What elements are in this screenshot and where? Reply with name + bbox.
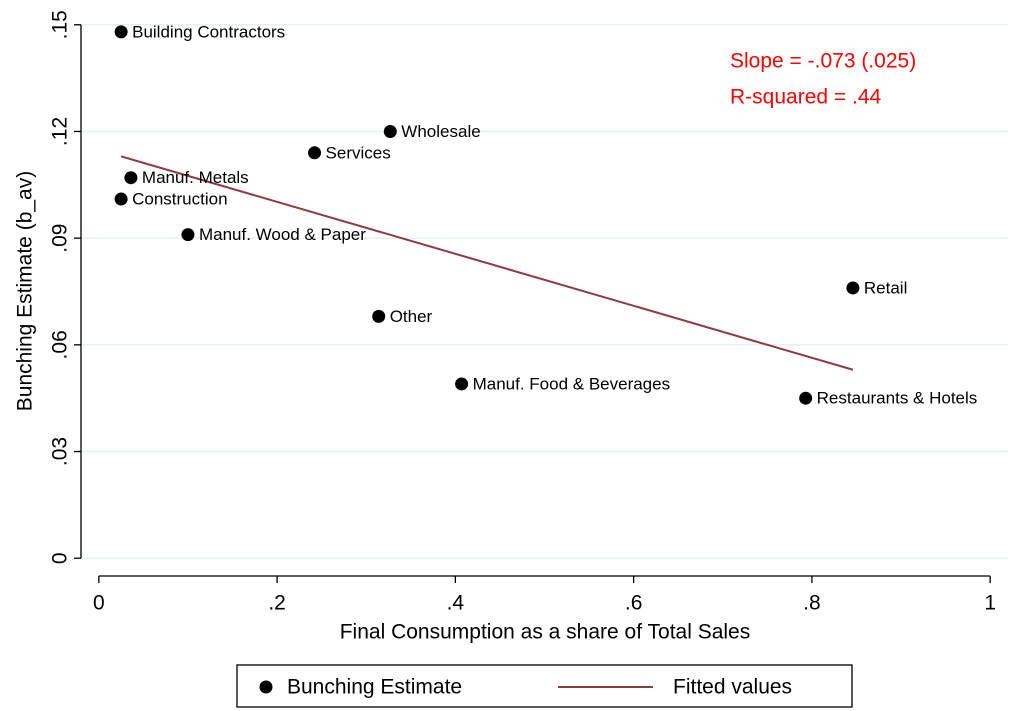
data-point <box>114 192 128 206</box>
x-axis-title: Final Consumption as a share of Total Sa… <box>340 621 751 644</box>
point-label: Manuf. Metals <box>142 168 249 187</box>
point-label: Building Contractors <box>132 22 285 41</box>
data-point <box>124 171 138 185</box>
point-label: Retail <box>864 278 907 297</box>
annotation: R-squared = .44 <box>730 86 881 109</box>
legend-label: Fitted values <box>673 676 792 699</box>
x-tick-label: .8 <box>803 592 821 615</box>
y-axis-title: Bunching Estimate (b_av) <box>14 171 37 411</box>
data-point <box>455 377 469 391</box>
legend-swatch <box>259 680 273 694</box>
point-label: Wholesale <box>401 122 480 141</box>
point-label: Construction <box>132 190 227 209</box>
point-label: Other <box>390 307 433 326</box>
y-tick-label: 0 <box>49 552 72 564</box>
data-point <box>383 124 397 138</box>
y-tick-label: .06 <box>49 330 72 359</box>
data-point <box>372 309 386 323</box>
data-point <box>308 146 322 160</box>
annotation: Slope = -.073 (.025) <box>730 50 916 73</box>
point-label: Restaurants & Hotels <box>817 389 978 408</box>
y-tick-label: .15 <box>49 10 72 39</box>
x-tick-label: .6 <box>625 592 643 615</box>
fit-line <box>120 155 854 371</box>
data-point <box>114 25 128 39</box>
x-tick-label: .4 <box>447 592 465 615</box>
data-point <box>846 281 860 295</box>
data-point <box>799 391 813 405</box>
x-tick-label: 0 <box>93 592 105 615</box>
data-point <box>181 228 195 242</box>
x-tick-label: .2 <box>268 592 286 615</box>
y-tick-label: .09 <box>49 224 72 253</box>
legend-box <box>236 664 853 708</box>
y-tick-label: .12 <box>49 117 72 146</box>
legend-label: Bunching Estimate <box>287 676 462 699</box>
point-label: Services <box>326 143 391 162</box>
x-tick-label: 1 <box>984 592 996 615</box>
y-tick-label: .03 <box>49 437 72 466</box>
point-label: Manuf. Wood & Paper <box>199 225 366 244</box>
point-label: Manuf. Food & Beverages <box>473 374 671 393</box>
